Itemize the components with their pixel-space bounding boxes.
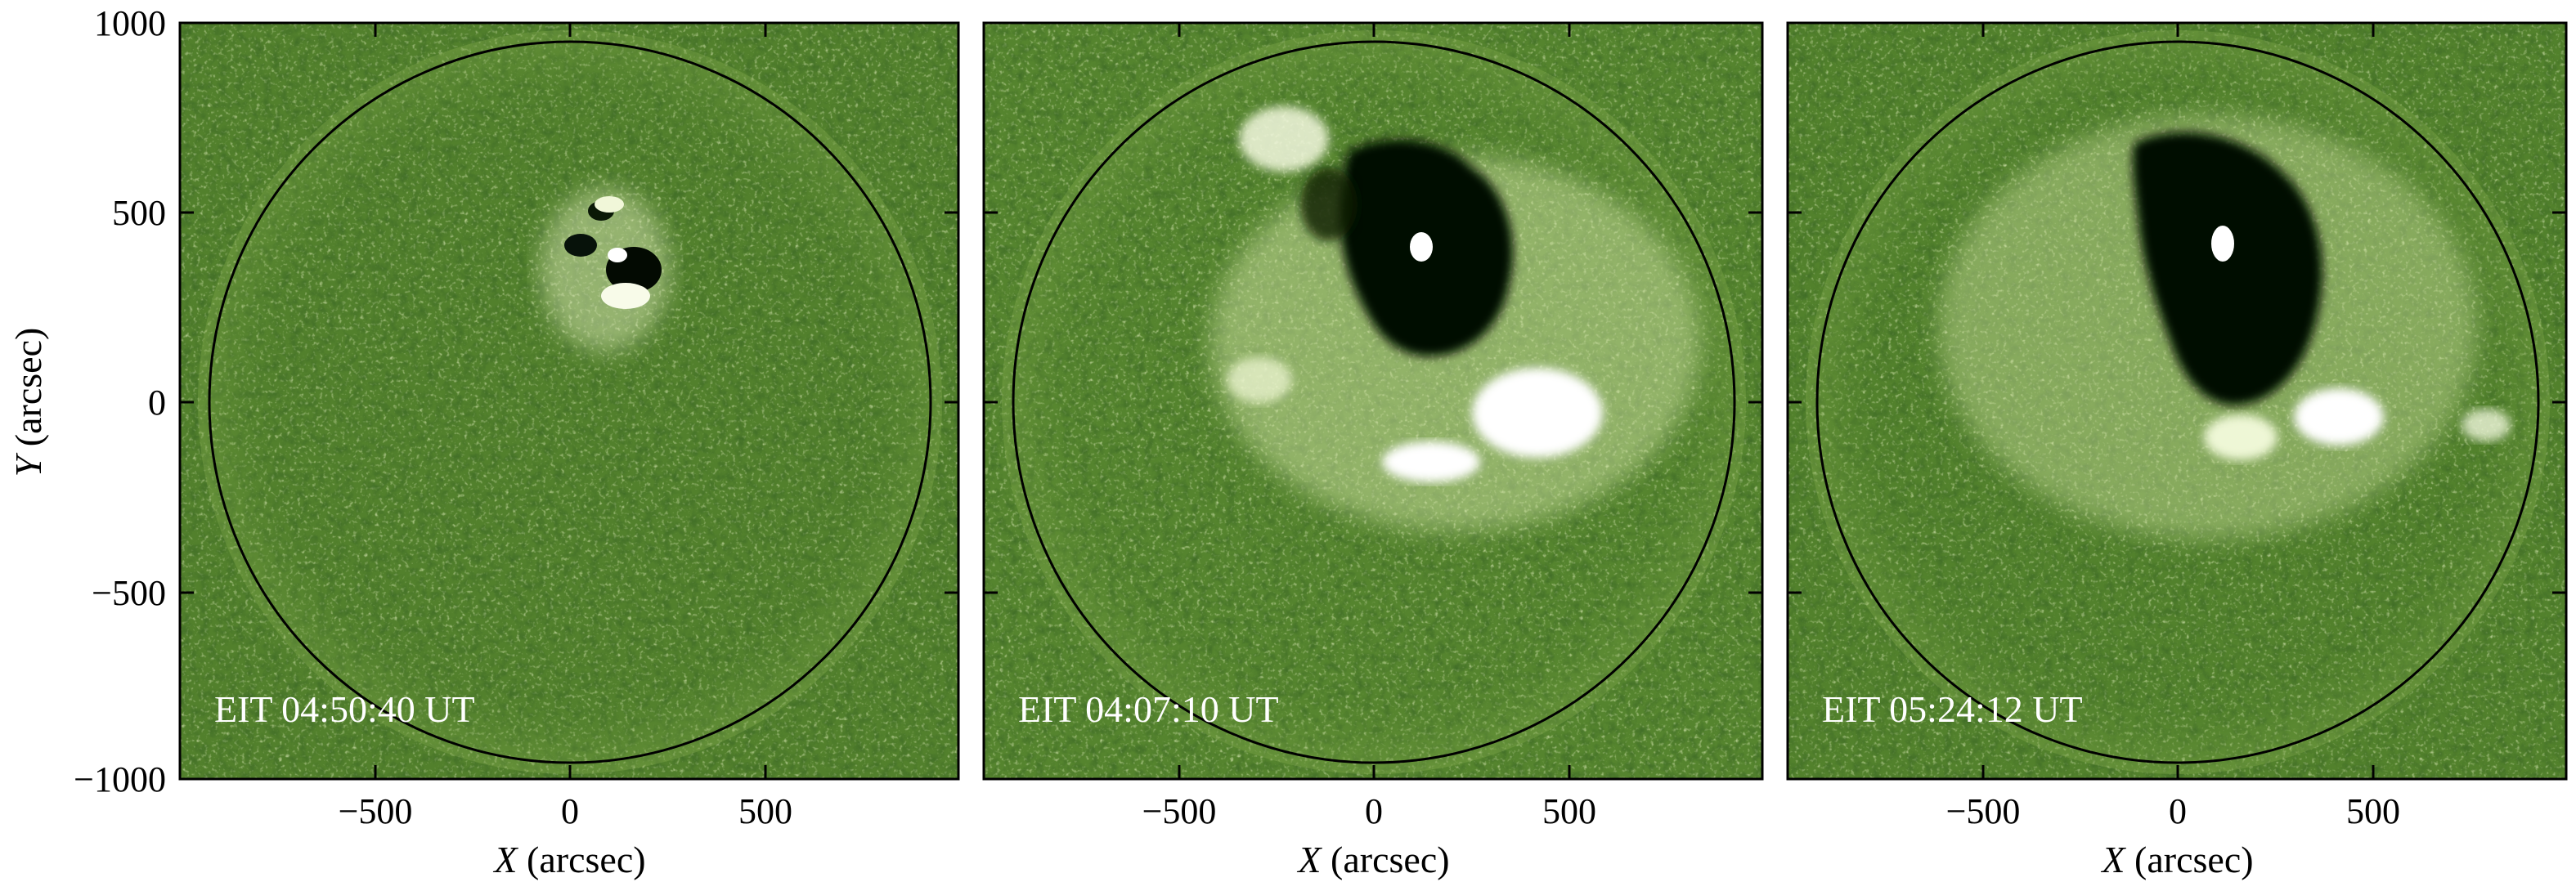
- x-axis-title-2: X (arcsec): [1296, 839, 1449, 880]
- y-axis-title: Y (arcsec): [7, 328, 49, 477]
- solar-limb-2: [1012, 40, 1736, 764]
- panel-3: EIT 05:24:12 UT −500 0 500 X (arcsec): [1786, 21, 2568, 880]
- timestamp-label-1: EIT 04:50:40 UT: [214, 688, 475, 730]
- solar-image-1: [180, 23, 958, 779]
- x-tick-label: −500: [1142, 791, 1217, 831]
- flare-site-1: [540, 188, 671, 351]
- y-ticks-2: [984, 211, 1762, 594]
- x-tick-label: 0: [1365, 791, 1383, 831]
- x-tick-label: −500: [339, 791, 413, 831]
- y-tick-label: −500: [92, 573, 166, 613]
- x-ticks-1: [374, 23, 767, 779]
- panel-1: EIT 04:50:40 UT −500 0 500 X (arcsec): [178, 21, 960, 880]
- x-tick-label: 500: [2346, 791, 2400, 831]
- y-tick-label: 500: [112, 193, 166, 233]
- x-ticks-2: [1178, 23, 1571, 779]
- x-tick-label: −500: [1946, 791, 2021, 831]
- y-tick-label: 0: [148, 383, 166, 423]
- flare-kernel-2: [1410, 232, 1433, 262]
- solar-image-3: [1788, 23, 2566, 779]
- x-axis-title-1: X (arcsec): [492, 839, 645, 880]
- x-tick-label: 0: [2169, 791, 2187, 831]
- solar-limb-1: [208, 40, 932, 764]
- y-axis: 1000 500 0 −500 −1000 Y (arcsec): [7, 3, 166, 799]
- x-tick-label: 0: [561, 791, 579, 831]
- x-tick-label: 500: [1542, 791, 1596, 831]
- y-ticks-3: [1788, 211, 2566, 594]
- x-axis-title-3: X (arcsec): [2100, 839, 2253, 880]
- x-ticks-3: [1981, 23, 2375, 779]
- y-ticks-1: [180, 211, 958, 594]
- solar-image-2: [984, 23, 1762, 779]
- timestamp-label-2: EIT 04:07:10 UT: [1018, 688, 1279, 730]
- panel-2: EIT 04:07:10 UT −500 0 500 X (arcsec): [982, 21, 1764, 880]
- y-tick-label: −1000: [74, 759, 166, 799]
- y-tick-label: 1000: [94, 3, 166, 43]
- solar-limb-3: [1815, 40, 2540, 764]
- timestamp-label-3: EIT 05:24:12 UT: [1822, 688, 2083, 730]
- coronal-dimming-3: [2132, 132, 2322, 405]
- flare-kernel-3: [2211, 226, 2234, 262]
- x-tick-label: 500: [738, 791, 792, 831]
